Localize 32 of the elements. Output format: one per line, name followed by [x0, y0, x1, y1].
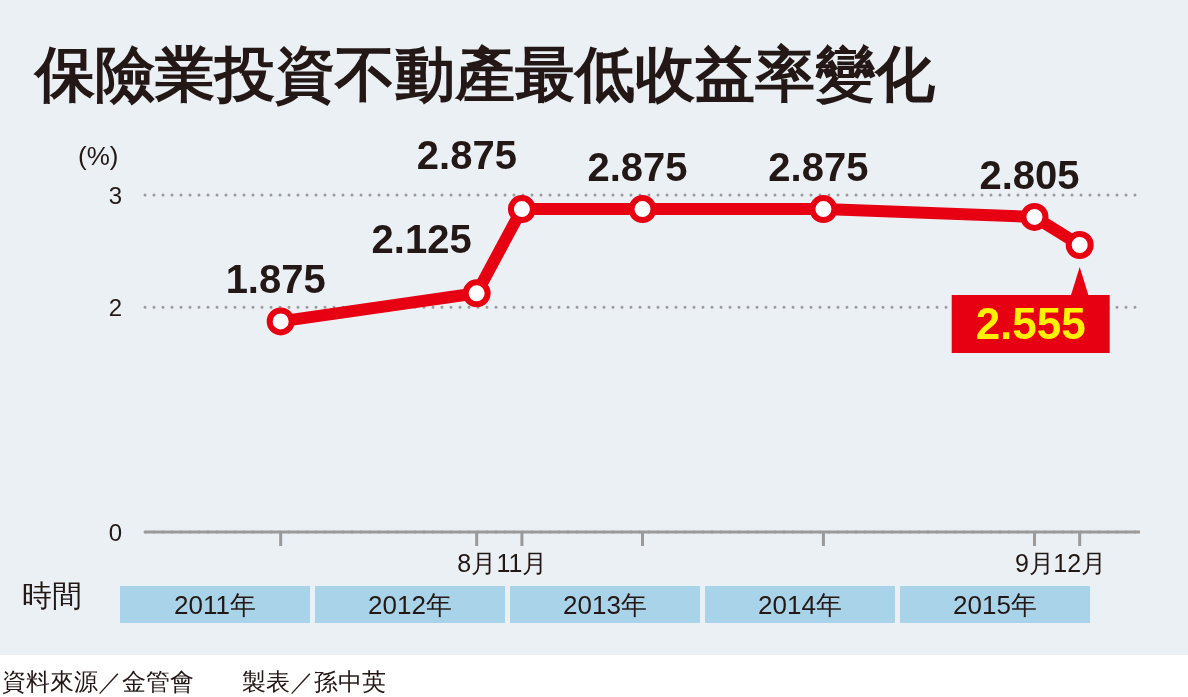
data-label: 2.875: [587, 145, 688, 190]
data-label: 2.555: [975, 298, 1086, 348]
year-label: 2013年: [563, 590, 647, 620]
x-tick-label: 11月: [496, 549, 548, 577]
point: [266, 307, 295, 336]
year-label: 2012年: [368, 590, 452, 620]
xlabel: 時間: [22, 579, 82, 612]
title: 保險業投資不動產最低收益率變化: [35, 41, 935, 108]
point: [462, 279, 491, 308]
data-label: 2.875: [768, 145, 869, 190]
y-tick-label: 0: [108, 519, 122, 546]
point: [809, 195, 838, 224]
point: [507, 195, 536, 224]
point: [1065, 230, 1094, 259]
x-tick-label: 8月: [457, 549, 497, 577]
point: [628, 195, 657, 224]
x-tick-label: 12月: [1053, 549, 1107, 577]
data-label: 2.805: [979, 152, 1080, 197]
year-label: 2014年: [758, 590, 842, 620]
data-label: 2.875: [416, 133, 517, 178]
highlight-label: 2.555: [951, 267, 1110, 353]
y-tick-label: 2: [108, 294, 122, 322]
ylabel: (%): [78, 141, 119, 171]
y-tick-label: 3: [108, 182, 122, 209]
x-tick-label: 9月: [1015, 549, 1054, 577]
data-label: 2.125: [371, 217, 472, 262]
plot: 1.875 2.125 2.875 2.875 2.875 2.805 2.555: [225, 133, 1110, 353]
year-label: 2015年: [953, 590, 1037, 620]
point: [1020, 202, 1049, 231]
data-label: 1.875: [225, 257, 326, 302]
year-label: 2011年: [174, 590, 256, 620]
note: 資料來源／金管會 製表／孫中英: [2, 668, 386, 695]
